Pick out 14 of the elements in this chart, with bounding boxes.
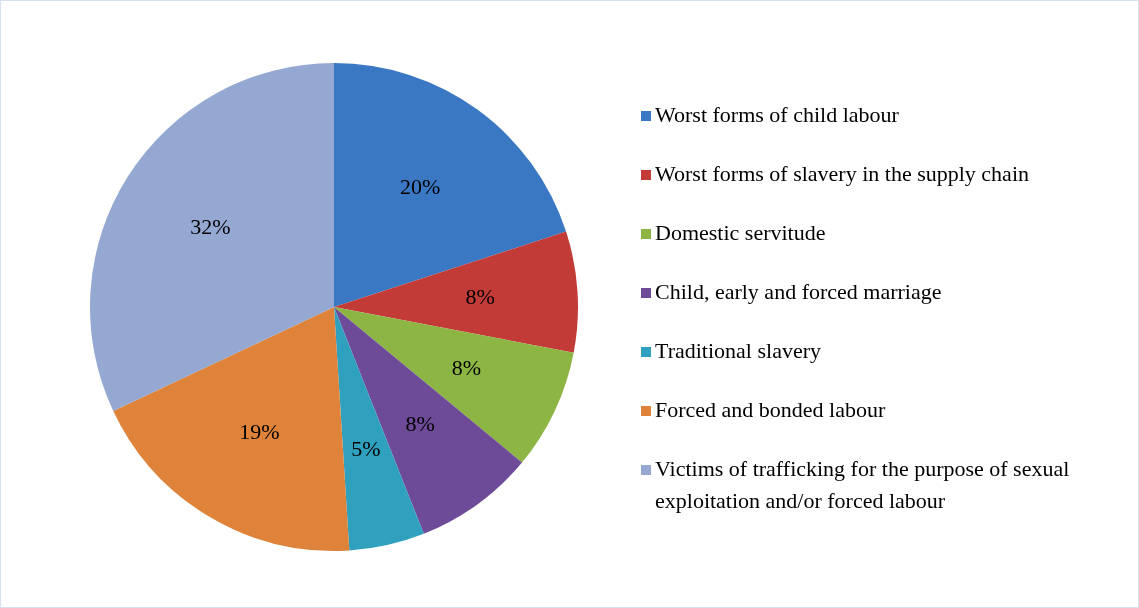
legend-label: Victims of trafficking for the purpose of sexual exploitation and/or forced labour	[655, 455, 1071, 515]
data-label: 8%	[405, 411, 435, 437]
data-label: 5%	[351, 435, 381, 461]
legend-label: Worst forms of slavery in the supply chain	[655, 160, 1029, 188]
data-label: 20%	[399, 174, 441, 200]
legend-label: Worst forms of child labour	[655, 101, 899, 129]
data-label: 32%	[190, 214, 231, 240]
legend-label: Child, early and forced marriage	[655, 278, 942, 306]
legend-label: Forced and bonded labour	[655, 396, 886, 424]
data-label: 8%	[451, 355, 482, 381]
legend-label: Traditional slavery	[655, 337, 821, 365]
legend-label: Domestic servitude	[655, 219, 826, 247]
data-label: 19%	[239, 418, 280, 444]
data-label: 8%	[465, 283, 495, 309]
